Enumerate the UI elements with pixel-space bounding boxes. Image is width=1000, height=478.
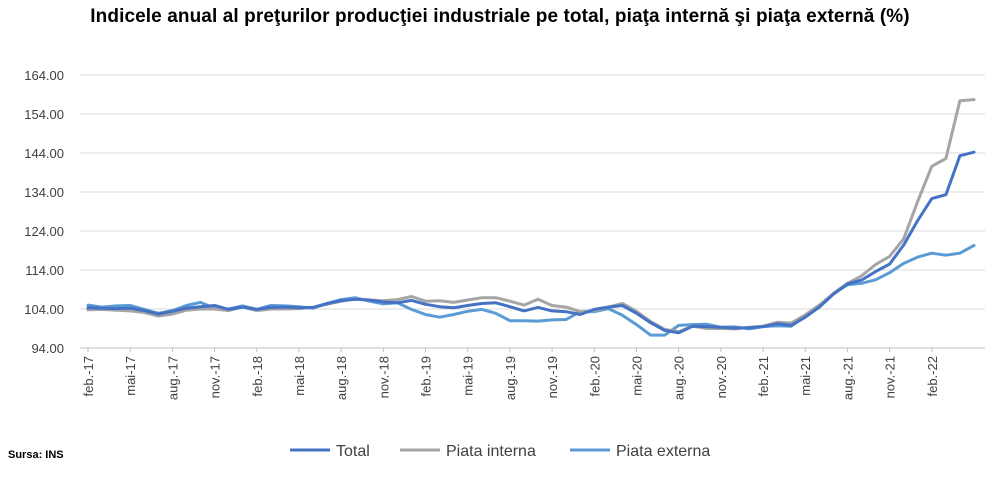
- y-tick-label: 94.00: [31, 341, 64, 356]
- y-tick-label: 124.00: [24, 224, 64, 239]
- series-line-piata-interna: [86, 98, 976, 334]
- x-tick-label: feb.-20: [587, 356, 602, 396]
- x-tick-label: nov.-17: [208, 356, 223, 398]
- x-tick-label: aug.-18: [334, 356, 349, 400]
- x-tick-label: mai-17: [123, 356, 138, 396]
- x-tick-label: nov.-18: [376, 356, 391, 398]
- x-tick-label: nov.-19: [545, 356, 560, 398]
- x-axis-ticks: feb.-17 mai-17 aug.-17 nov.-17 feb.-18 mai-18…: [81, 348, 940, 400]
- x-tick-label: feb.-17: [81, 356, 96, 396]
- chart-title: Indicele anual al preţurilor producţiei …: [90, 6, 910, 27]
- x-tick-label: feb.-22: [925, 356, 940, 396]
- x-tick-label: aug.-20: [672, 356, 687, 400]
- x-tick-label: feb.-21: [756, 356, 771, 396]
- legend: Total Piata interna Piata externa: [290, 443, 710, 460]
- x-tick-label: mai-20: [629, 356, 644, 396]
- legend-label-piata-externa: Piata externa: [616, 443, 710, 460]
- x-tick-label: aug.-19: [503, 356, 518, 400]
- x-tick-label: aug.-21: [840, 356, 855, 400]
- x-tick-label: feb.-18: [250, 356, 265, 396]
- y-tick-label: 154.00: [24, 107, 64, 122]
- source-note: Sursa: INS: [8, 449, 64, 461]
- x-tick-label: aug.-17: [165, 356, 180, 400]
- legend-label-total: Total: [336, 443, 370, 460]
- x-tick-label: mai-21: [798, 356, 813, 396]
- y-tick-label: 104.00: [24, 302, 64, 317]
- y-tick-label: 134.00: [24, 185, 64, 200]
- y-axis-ticks: 94.00 104.00 114.00 124.00 134.00 144.00 154.0…: [24, 68, 64, 356]
- x-tick-label: mai-18: [292, 356, 307, 396]
- x-tick-label: feb.-19: [419, 356, 434, 396]
- y-tick-label: 164.00: [24, 68, 64, 83]
- x-tick-label: nov.-21: [883, 356, 898, 398]
- series-line-total: [86, 150, 976, 335]
- y-tick-label: 114.00: [25, 263, 64, 278]
- legend-label-piata-interna: Piata interna: [446, 443, 536, 460]
- y-tick-label: 144.00: [24, 146, 64, 161]
- series-lines: [86, 98, 976, 337]
- x-tick-label: nov.-20: [714, 356, 729, 398]
- x-tick-label: mai-19: [461, 356, 476, 396]
- grid-lines: [80, 74, 985, 310]
